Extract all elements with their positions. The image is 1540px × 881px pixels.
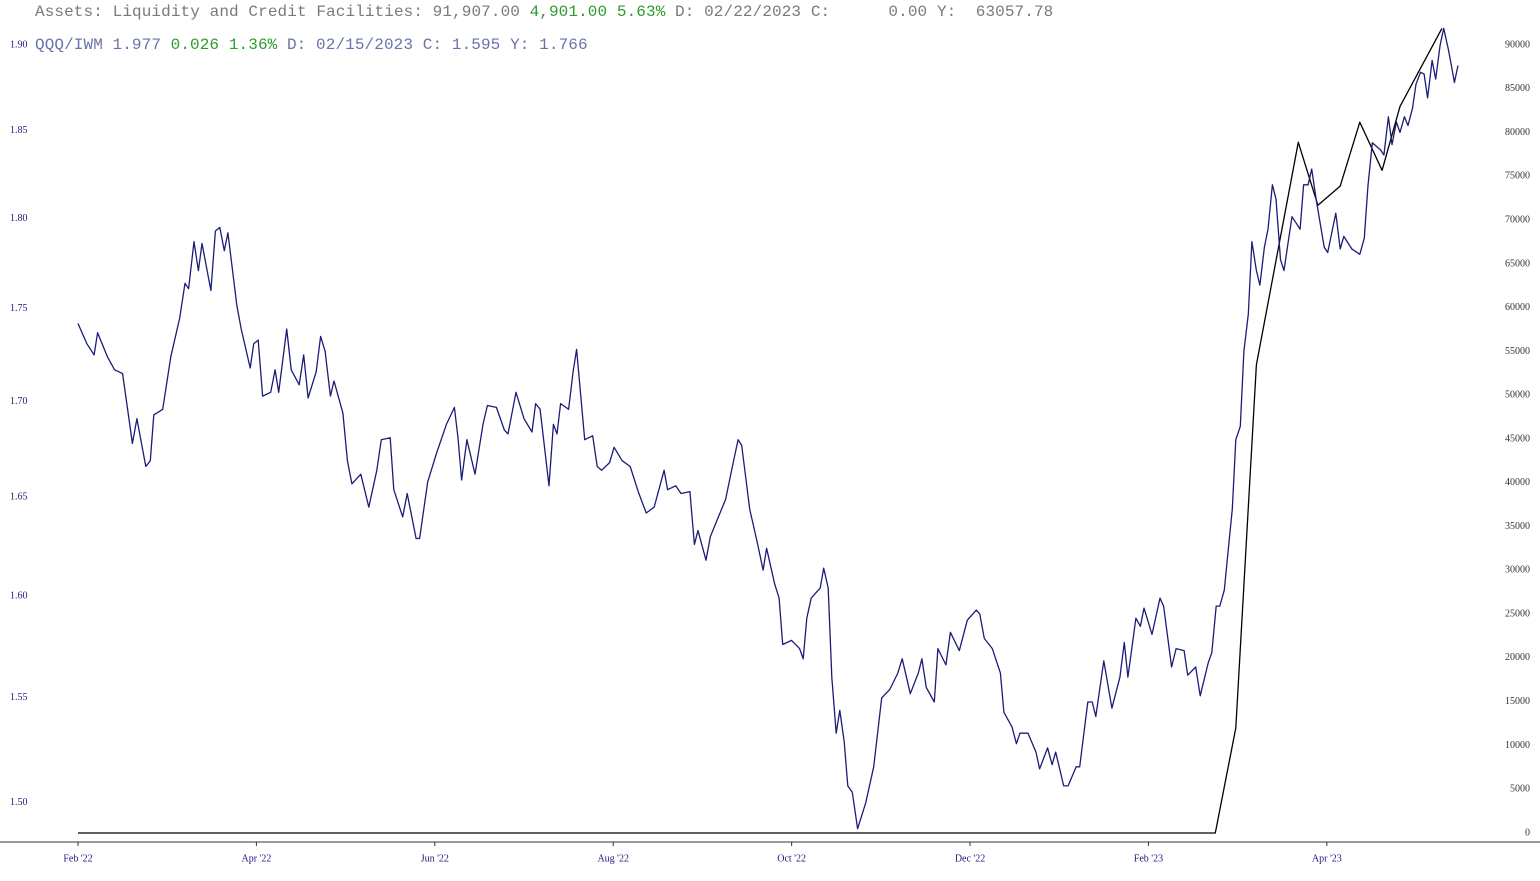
legend-details: D: 02/15/2023 C: 1.595 Y: 1.766: [286, 36, 588, 54]
x-tick-label: Oct '22: [777, 853, 806, 864]
legend-change: 0.026 1.36%: [170, 36, 278, 54]
y2-tick-label: 30000: [1505, 565, 1530, 576]
y2-tick-label: 20000: [1505, 652, 1530, 663]
x-tick-label: Feb '23: [1134, 853, 1163, 864]
legend-last: 91,907.00: [432, 3, 520, 21]
y-tick-label: 1.65: [10, 492, 28, 503]
y2-tick-label: 15000: [1505, 696, 1530, 707]
x-tick-label: Jun '22: [421, 853, 449, 864]
y-tick-label: 1.70: [10, 396, 28, 407]
y2-tick-label: 10000: [1505, 740, 1530, 751]
y-tick-label: 1.90: [10, 39, 28, 50]
legend-last: 1.977: [112, 36, 162, 54]
y2-tick-label: 90000: [1505, 39, 1530, 50]
y2-tick-label: 0: [1525, 827, 1530, 838]
y2-tick-label: 35000: [1505, 521, 1530, 532]
legend-name: Assets: Liquidity and Credit Facilities:: [35, 3, 424, 21]
y-tick-label: 1.50: [10, 797, 28, 808]
legend-assets: Assets: Liquidity and Credit Facilities:…: [35, 3, 1053, 21]
y-tick-label: 1.60: [10, 590, 28, 601]
y2-tick-label: 5000: [1510, 784, 1530, 795]
x-tick-label: Dec '22: [955, 853, 985, 864]
x-tick-label: Apr '23: [1312, 853, 1342, 864]
x-tick-label: Aug '22: [597, 853, 629, 864]
series-line: [78, 28, 1443, 834]
y-tick-label: 1.85: [10, 125, 28, 136]
y2-tick-label: 80000: [1505, 127, 1530, 138]
y-tick-label: 1.55: [10, 692, 28, 703]
y2-tick-label: 60000: [1505, 302, 1530, 313]
y2-tick-label: 25000: [1505, 608, 1530, 619]
x-tick-label: Feb '22: [63, 853, 92, 864]
y2-tick-label: 50000: [1505, 390, 1530, 401]
y-tick-label: 1.75: [10, 303, 28, 314]
y2-tick-label: 70000: [1505, 215, 1530, 226]
legend-name: QQQ/IWM: [35, 36, 103, 54]
legend-change: 4,901.00 5.63%: [529, 3, 666, 21]
y2-tick-label: 45000: [1505, 433, 1530, 444]
y2-tick-label: 55000: [1505, 346, 1530, 357]
legend-details: D: 02/22/2023 C: 0.00 Y: 63057.78: [675, 3, 1054, 21]
y2-tick-label: 75000: [1505, 171, 1530, 182]
legend-qqq: QQQ/IWM 1.977 0.026 1.36% D: 02/15/2023 C: …: [35, 36, 588, 54]
series-line: [77, 27, 1459, 830]
y-tick-label: 1.80: [10, 213, 28, 224]
y2-tick-label: 65000: [1505, 258, 1530, 269]
y2-tick-label: 40000: [1505, 477, 1530, 488]
y2-tick-label: 85000: [1505, 83, 1530, 94]
x-tick-label: Apr '22: [241, 853, 271, 864]
